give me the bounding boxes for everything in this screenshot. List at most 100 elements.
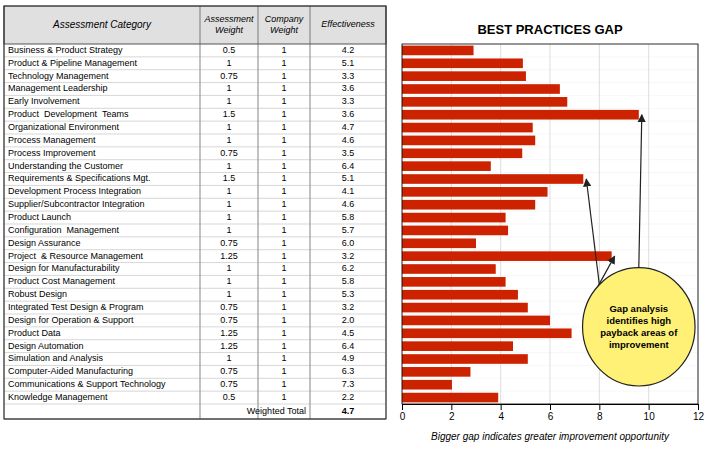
weighted-total-label: Weighted Total [247, 406, 306, 416]
category-label: Robust Design [8, 289, 67, 299]
assessment-weight: 0.75 [220, 302, 238, 312]
company-weight: 1 [281, 58, 286, 68]
category-label: Business & Product Strategy [8, 45, 123, 55]
company-weight: 1 [281, 238, 286, 248]
effectiveness: 3.6 [342, 83, 355, 93]
effectiveness: 3.2 [342, 302, 355, 312]
category-label: Management Leadership [8, 83, 108, 93]
company-weight: 1 [281, 315, 286, 325]
effectiveness: 6.4 [342, 341, 355, 351]
category-label: Product Cost Management [8, 276, 116, 286]
assessment-weight: 1 [226, 161, 231, 171]
x-axis-title: Bigger gap indicates greater improvement… [431, 431, 670, 442]
table-frame [4, 6, 386, 419]
category-label: Product Development Teams [8, 109, 129, 119]
assessment-weight: 1 [226, 263, 231, 273]
category-label: Design for Manufacturability [8, 263, 120, 273]
category-label: Technology Management [8, 71, 109, 81]
weighted-total: 4.7 [342, 406, 355, 416]
company-weight: 1 [281, 366, 286, 376]
effectiveness: 6.2 [342, 263, 355, 273]
table-header: Effectiveness [321, 19, 375, 29]
bar [402, 251, 612, 261]
assessment-weight: 0.75 [220, 71, 238, 81]
effectiveness: 3.6 [342, 109, 355, 119]
annotation-arrow [586, 179, 599, 285]
bar [402, 187, 548, 197]
category-label: Design for Operation & Support [8, 315, 134, 325]
assessment-weight: 1 [226, 212, 231, 222]
x-tick: 4 [498, 404, 504, 422]
x-tick-label: 8 [597, 411, 603, 422]
category-label: Organizational Environment [8, 122, 120, 132]
bar [402, 213, 506, 223]
effectiveness: 2.0 [342, 315, 355, 325]
x-tick-label: 12 [693, 411, 705, 422]
x-tick-mark [649, 404, 650, 410]
effectiveness: 5.8 [342, 276, 355, 286]
x-tick: 2 [449, 404, 455, 422]
category-label: Development Process Integration [8, 186, 141, 196]
bar [402, 328, 572, 338]
effectiveness: 2.2 [342, 392, 355, 402]
company-weight: 1 [281, 199, 286, 209]
bar [402, 200, 535, 210]
bar [402, 277, 506, 287]
company-weight: 1 [281, 109, 286, 119]
assessment-weight: 0.75 [220, 366, 238, 376]
category-label: Process Management [8, 135, 96, 145]
x-tick-mark [501, 404, 502, 410]
x-tick: 0 [400, 404, 406, 422]
assessment-weight: 1.25 [220, 251, 238, 261]
bar [402, 110, 639, 120]
x-tick-mark [451, 404, 452, 410]
table-header: Assessment Category [52, 19, 152, 30]
bar [402, 341, 513, 351]
x-tick: 6 [548, 404, 554, 422]
assessment-weight: 1 [226, 83, 231, 93]
bar [402, 354, 528, 364]
company-weight: 1 [281, 83, 286, 93]
bar [402, 393, 498, 403]
bar [402, 174, 583, 184]
effectiveness: 5.7 [342, 225, 355, 235]
effectiveness: 5.1 [342, 58, 355, 68]
bar [402, 161, 491, 171]
table: Assessment CategoryAssessmentWeightCompa… [4, 6, 386, 419]
annotation: Gap analysisidentifies highpayback areas… [583, 115, 695, 386]
company-weight: 1 [281, 212, 286, 222]
annotation-text: Gap analysisidentifies highpayback areas… [600, 302, 678, 349]
bar [402, 238, 476, 248]
effectiveness: 6.3 [342, 366, 355, 376]
bar [402, 71, 526, 81]
assessment-weight: 1.25 [220, 341, 238, 351]
assessment-weight: 1 [226, 225, 231, 235]
x-tick-mark [698, 404, 699, 410]
table-rule [4, 404, 386, 405]
x-tick-label: 10 [644, 411, 656, 422]
bar [402, 46, 474, 56]
bar [402, 226, 508, 236]
bar [402, 97, 567, 107]
company-weight: 1 [281, 251, 286, 261]
x-tick: 8 [597, 404, 603, 422]
bar [402, 290, 518, 300]
x-tick: 12 [693, 404, 705, 422]
x-tick-label: 0 [400, 411, 406, 422]
effectiveness: 3.3 [342, 96, 355, 106]
bar [402, 264, 496, 274]
category-label: Supplier/Subcontractor Integration [8, 199, 145, 209]
assessment-weight: 1.25 [220, 328, 238, 338]
assessment-weight: 1 [226, 199, 231, 209]
category-label: Understanding the Customer [8, 161, 123, 171]
effectiveness: 4.2 [342, 45, 355, 55]
assessment-weight: 0.75 [220, 148, 238, 158]
company-weight: 1 [281, 328, 286, 338]
company-weight: 1 [281, 173, 286, 183]
company-weight: 1 [281, 353, 286, 363]
assessment-weight: 0.5 [223, 45, 236, 55]
company-weight: 1 [281, 45, 286, 55]
assessment-weight: 1 [226, 276, 231, 286]
x-tick-label: 6 [548, 411, 554, 422]
effectiveness: 4.6 [342, 135, 355, 145]
